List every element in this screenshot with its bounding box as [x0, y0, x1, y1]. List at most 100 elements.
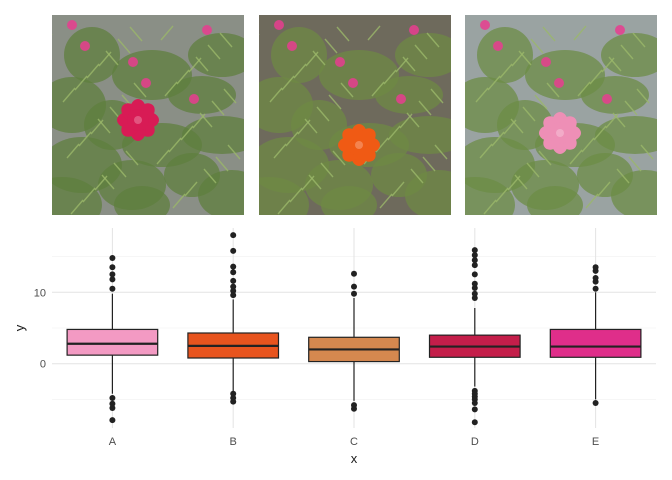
outlier-point	[230, 277, 237, 284]
leaf-stroke	[97, 118, 111, 134]
iqr-box	[549, 328, 642, 358]
leaf-stroke	[211, 100, 225, 116]
leaf-stroke	[495, 187, 509, 203]
outlier-point	[230, 263, 237, 270]
leaf-stroke	[491, 131, 505, 147]
outlier-point	[471, 247, 478, 254]
leaf-stroke	[410, 168, 424, 184]
leaf-stroke	[585, 193, 599, 209]
leaf-stroke	[371, 81, 385, 97]
leaf-stroke	[608, 56, 622, 72]
leaf-stroke	[176, 69, 190, 85]
foliage-shape	[405, 170, 451, 215]
leaf-stroke	[336, 26, 350, 42]
box-A	[66, 255, 159, 424]
y-tick-label: 0	[40, 359, 46, 371]
x-tick-label: C	[350, 436, 358, 448]
leaf-stroke	[160, 25, 174, 41]
outlier-point	[230, 232, 237, 239]
leaf-stroke	[577, 81, 591, 97]
outlier-point	[592, 275, 599, 281]
foliage-shape	[271, 27, 327, 83]
leaf-stroke	[125, 150, 139, 166]
box-D	[428, 247, 521, 426]
leaf-stroke	[526, 162, 540, 178]
x-tick-label: D	[471, 436, 479, 448]
small-flower	[80, 41, 90, 51]
outlier-point	[230, 283, 237, 290]
orange-portulaca-photo	[259, 15, 451, 215]
outlier-point	[351, 283, 357, 290]
outlier-point	[471, 295, 478, 301]
leaf-stroke	[207, 44, 221, 60]
leaf-stroke	[164, 81, 178, 97]
leaf-stroke	[281, 75, 295, 91]
leaf-stroke	[499, 63, 513, 79]
outlier-point	[471, 252, 478, 259]
leaf-stroke	[624, 100, 638, 116]
leaf-stroke	[546, 82, 560, 98]
leaf-stroke	[117, 38, 131, 54]
leaf-stroke	[101, 174, 115, 190]
outlier-point	[351, 290, 357, 297]
boxes	[66, 232, 642, 426]
outlier-point	[351, 405, 357, 412]
foliage-shape	[465, 177, 515, 215]
outlier-point	[230, 398, 237, 405]
x-tick-label: E	[592, 436, 599, 448]
leaf-stroke	[430, 88, 444, 104]
box-C	[308, 270, 400, 412]
leaf-stroke	[223, 88, 237, 104]
outlier-point	[109, 405, 116, 411]
leaf-stroke	[640, 144, 654, 160]
leaf-stroke	[215, 156, 229, 172]
small-flower	[554, 78, 564, 88]
leaf-stroke	[514, 174, 528, 190]
leaf-stroke	[293, 63, 307, 79]
foliage-shape	[321, 186, 377, 215]
leaf-stroke	[620, 44, 634, 60]
leaf-stroke	[418, 100, 432, 116]
leaf-stroke	[269, 87, 283, 103]
box-E	[549, 264, 642, 406]
leaf-stroke	[74, 75, 88, 91]
small-flower	[202, 25, 212, 35]
leaf-stroke	[387, 125, 401, 141]
flower-highlight	[556, 129, 564, 137]
leaf-stroke	[483, 199, 497, 215]
leaf-stroke	[332, 150, 346, 166]
outlier-point	[230, 247, 237, 254]
outlier-point	[109, 276, 116, 283]
outlier-point	[109, 264, 116, 271]
leaf-stroke	[589, 69, 603, 85]
box-B	[187, 232, 280, 405]
leaf-stroke	[66, 143, 80, 159]
small-flower	[189, 94, 199, 104]
leaf-stroke	[316, 106, 330, 122]
leaf-stroke	[78, 131, 92, 147]
x-tick-label: B	[230, 436, 237, 448]
leaf-stroke	[156, 149, 170, 165]
leaf-stroke	[510, 118, 524, 134]
small-flower	[335, 57, 345, 67]
leaf-stroke	[199, 112, 213, 128]
leaf-stroke	[383, 69, 397, 85]
leaf-stroke	[379, 193, 393, 209]
outlier-point	[592, 264, 599, 271]
outlier-point	[109, 400, 116, 407]
flower-highlight	[355, 141, 363, 149]
leaf-stroke	[340, 82, 354, 98]
flower-center	[348, 134, 370, 156]
leaf-stroke	[129, 26, 143, 42]
leaf-stroke	[402, 56, 416, 72]
outlier-point	[109, 271, 116, 278]
leaf-stroke	[479, 143, 493, 159]
x-tick-label: A	[109, 436, 117, 448]
leaf-stroke	[82, 187, 96, 203]
tick-labels: 0 10 A B C D E	[34, 287, 600, 448]
foliage-shape	[259, 177, 309, 215]
leaf-stroke	[219, 32, 233, 48]
outlier-point	[230, 269, 237, 276]
outlier-point	[109, 255, 116, 261]
